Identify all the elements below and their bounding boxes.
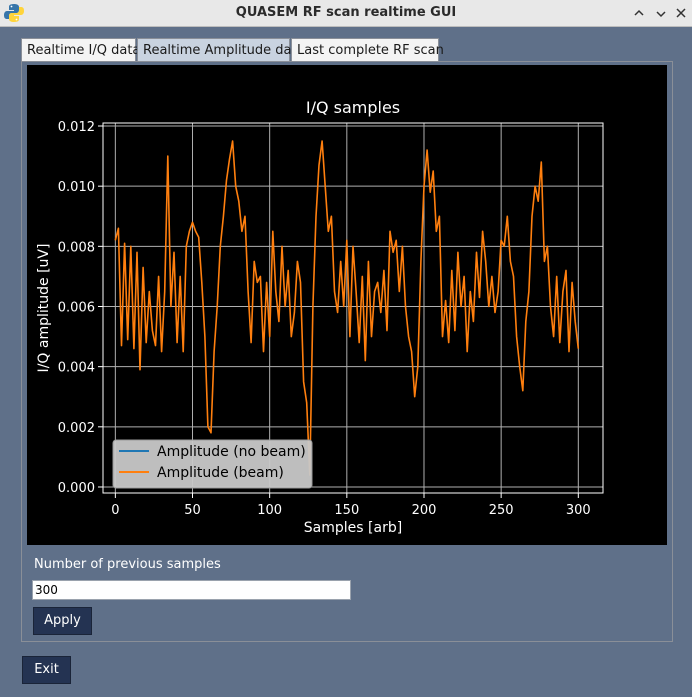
window-titlebar: QUASEM RF scan realtime GUI: [0, 0, 692, 27]
x-axis-label: Samples [arb]: [304, 520, 402, 536]
exit-button[interactable]: Exit: [22, 656, 71, 684]
chart-title: I/Q samples: [306, 98, 400, 117]
python-logo-icon: [4, 4, 24, 22]
tab-realtime-amplitude-data[interactable]: Realtime Amplitude data: [137, 38, 305, 62]
x-tick-label: 250: [489, 503, 514, 518]
tab-last-complete-rf-scan[interactable]: Last complete RF scan: [291, 38, 444, 61]
chart-legend: Amplitude (no beam) Amplitude (beam): [112, 439, 313, 489]
chart-ticks: 0 50 100 150 200 250 300 0.000 0.002 0.004 0.006 0.…: [58, 120, 591, 518]
tab-realtime-iq-data[interactable]: Realtime I/Q data: [21, 38, 140, 61]
window-title: QUASEM RF scan realtime GUI: [235, 5, 457, 20]
y-tick-label: 0.012: [58, 120, 95, 135]
x-tick-label: 0: [111, 503, 119, 518]
x-tick-label: 50: [184, 503, 201, 518]
y-tick-label: 0.008: [58, 240, 95, 255]
y-axis-label: I/Q amplitude [uV]: [36, 244, 52, 373]
y-tick-label: 0.006: [58, 300, 95, 315]
x-tick-label: 200: [412, 503, 437, 518]
close-icon[interactable]: [672, 4, 690, 22]
legend-label-no-beam: Amplitude (no beam): [157, 444, 306, 460]
legend-label-beam: Amplitude (beam): [157, 465, 284, 481]
axes-frame: [102, 122, 604, 494]
x-tick-label: 300: [566, 503, 591, 518]
y-tick-label: 0.004: [58, 361, 95, 376]
legend-box: [112, 439, 313, 489]
samples-label: Number of previous samples: [34, 557, 221, 572]
minimize-icon[interactable]: [652, 4, 670, 22]
amplitude-plot: 0 50 100 150 200 250 300 0.000 0.002 0.004 0.006 0.…: [27, 65, 667, 545]
series-line-1: [114, 140, 580, 476]
x-tick-label: 150: [334, 503, 359, 518]
chart-grid: [103, 123, 603, 493]
chart-series: [114, 140, 580, 476]
x-tick-label: 100: [257, 503, 282, 518]
y-tick-label: 0.000: [58, 481, 95, 496]
chevron-up-icon[interactable]: [630, 4, 648, 22]
y-tick-label: 0.010: [58, 180, 95, 195]
chart-svg: 0 50 100 150 200 250 300 0.000 0.002 0.004 0.006 0.…: [36, 98, 604, 536]
apply-button[interactable]: Apply: [33, 607, 92, 635]
samples-input[interactable]: [32, 580, 351, 600]
y-tick-label: 0.002: [58, 421, 95, 436]
